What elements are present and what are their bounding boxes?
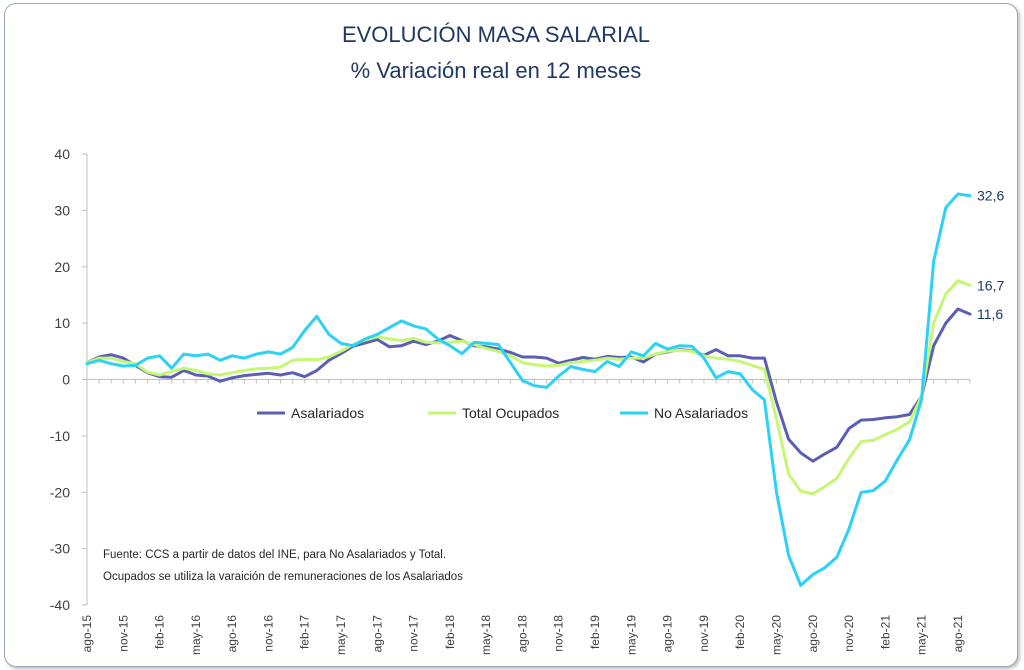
x-tick-label: nov-20 bbox=[842, 615, 856, 652]
x-tick-label: ago-17 bbox=[370, 615, 384, 653]
series-line-2 bbox=[85, 192, 972, 587]
x-tick-label: ago-21 bbox=[951, 615, 965, 653]
end-label-0: 11,6 bbox=[977, 306, 1003, 322]
x-tick-label: ago-19 bbox=[661, 615, 675, 653]
source-note: Fuente: CCS a partir de datos del INE, p… bbox=[103, 549, 463, 583]
y-tick-label: 20 bbox=[54, 259, 70, 275]
chart-title: EVOLUCIÓN MASA SALARIAL bbox=[342, 22, 650, 47]
end-label-2: 32,6 bbox=[977, 188, 1004, 204]
chart-frame bbox=[4, 3, 1018, 667]
y-tick-label: -10 bbox=[50, 428, 70, 444]
y-tick-label: -40 bbox=[50, 597, 70, 613]
end-labels: 32,6 16,7 11,6 bbox=[977, 188, 1004, 322]
x-tick-label: ago-20 bbox=[806, 615, 820, 653]
y-tick-label: 10 bbox=[54, 315, 70, 331]
y-axis: 40 30 20 10 0 -10 -20 -30 -40 bbox=[50, 146, 88, 613]
chart-subtitle: % Variación real en 12 meses bbox=[351, 58, 642, 83]
x-tick-label: nov-16 bbox=[261, 615, 275, 652]
y-tick-label: -30 bbox=[50, 541, 70, 557]
x-tick-label: feb-17 bbox=[298, 615, 312, 649]
x-axis: ago-15 nov-15 feb-16 may-16 ago-16 nov-16 feb-… bbox=[80, 379, 971, 655]
x-tick-label: feb-20 bbox=[733, 615, 747, 649]
series-lines bbox=[85, 192, 972, 587]
x-tick-label: ago-18 bbox=[515, 615, 529, 653]
y-tick-label: -20 bbox=[50, 484, 70, 500]
y-tick-label: 0 bbox=[62, 372, 70, 388]
x-tick-label: feb-18 bbox=[443, 615, 457, 649]
x-tick-label: may-21 bbox=[915, 615, 929, 655]
legend-label-1: Total Ocupados bbox=[462, 405, 559, 421]
x-tick-label: feb-21 bbox=[878, 615, 892, 649]
x-tick-label: feb-16 bbox=[153, 615, 167, 649]
y-tick-label: 30 bbox=[54, 202, 70, 218]
series-line-1 bbox=[85, 279, 972, 496]
end-label-1: 16,7 bbox=[977, 277, 1004, 293]
source-note-line-1: Fuente: CCS a partir de datos del INE, p… bbox=[103, 549, 446, 561]
x-tick-label: nov-17 bbox=[407, 615, 421, 652]
legend-label-2: No Asalariados bbox=[654, 405, 748, 421]
series-line-0 bbox=[85, 307, 972, 463]
legend-label-0: Asalariados bbox=[291, 405, 364, 421]
x-tick-label: feb-19 bbox=[588, 615, 602, 649]
y-tick-label: 40 bbox=[54, 146, 70, 162]
x-tick-label: ago-16 bbox=[225, 615, 239, 653]
x-tick-label: nov-18 bbox=[552, 615, 566, 652]
x-tick-label: may-17 bbox=[334, 615, 348, 655]
legend: Asalariados Total Ocupados No Asalariados bbox=[257, 405, 748, 421]
x-tick-label: nov-19 bbox=[697, 615, 711, 652]
x-tick-label: nov-15 bbox=[116, 615, 130, 652]
source-note-line-2: Ocupados se utiliza la varaición de remu… bbox=[103, 571, 463, 583]
x-tick-label: may-18 bbox=[479, 615, 493, 655]
x-tick-label: may-16 bbox=[189, 615, 203, 655]
x-tick-label: may-19 bbox=[624, 615, 638, 655]
x-tick-label: may-20 bbox=[769, 615, 783, 655]
x-tick-label: ago-15 bbox=[80, 615, 94, 653]
